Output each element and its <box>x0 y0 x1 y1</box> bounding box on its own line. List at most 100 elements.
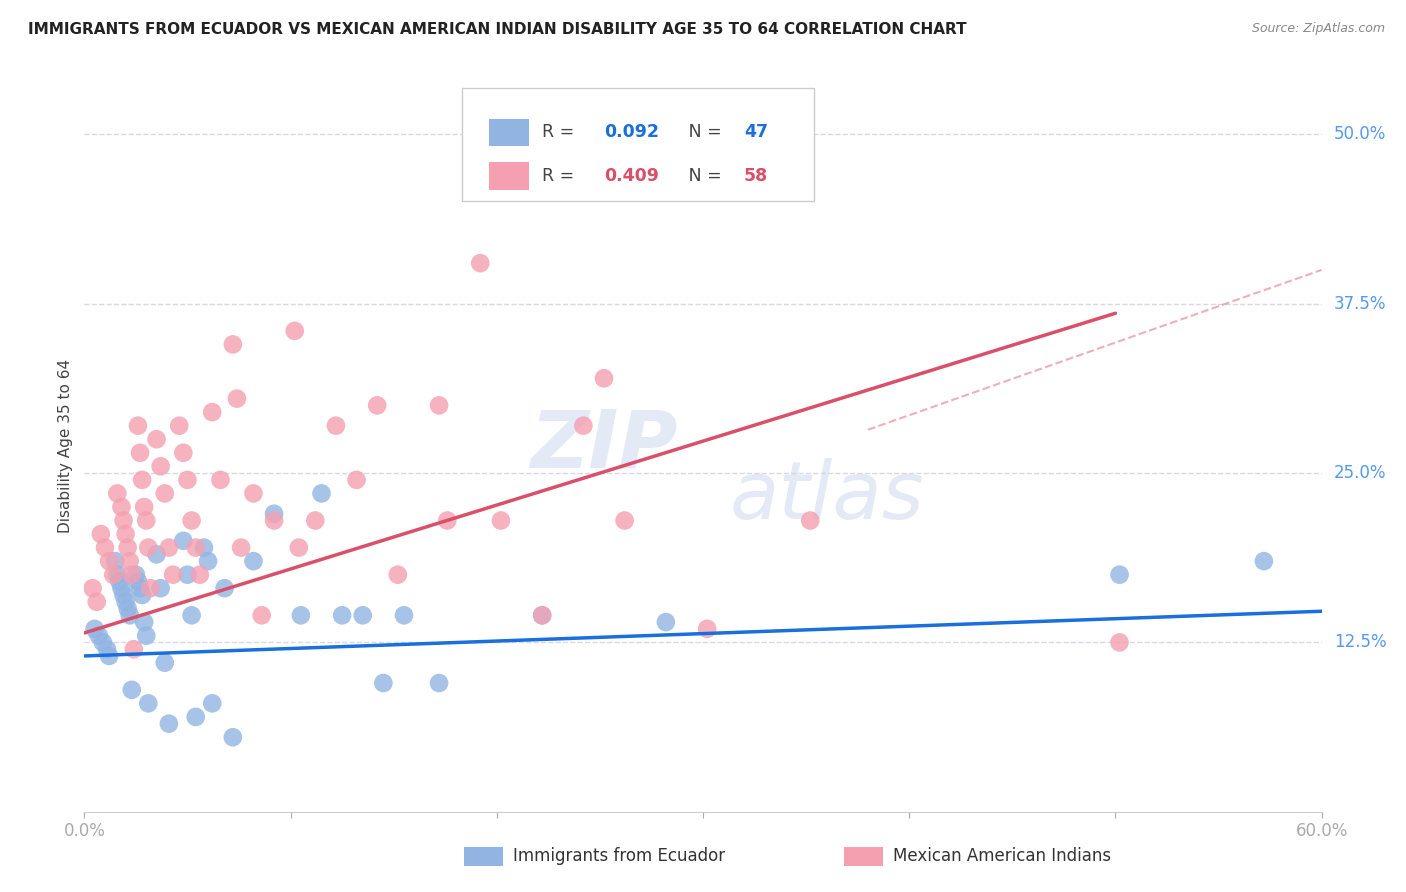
Text: R =: R = <box>543 167 579 185</box>
Text: 25.0%: 25.0% <box>1334 464 1386 482</box>
Point <box>157 716 180 731</box>
Point <box>145 432 167 446</box>
Point <box>129 581 152 595</box>
Point <box>290 608 312 623</box>
Point <box>263 514 285 528</box>
Text: 47: 47 <box>744 123 768 142</box>
Point <box>117 541 139 555</box>
Point <box>167 418 190 433</box>
Point <box>352 608 374 623</box>
Point <box>108 574 131 589</box>
Point <box>82 581 104 595</box>
Point <box>122 642 145 657</box>
Point <box>105 567 128 582</box>
Point <box>436 514 458 528</box>
Point <box>184 541 207 555</box>
Text: Source: ZipAtlas.com: Source: ZipAtlas.com <box>1251 22 1385 36</box>
Point <box>127 574 149 589</box>
Point <box>184 710 207 724</box>
Point <box>110 500 132 514</box>
Point <box>427 398 450 412</box>
Point <box>222 730 245 744</box>
Point <box>98 554 121 568</box>
Point <box>229 541 252 555</box>
Point <box>94 541 117 555</box>
Point <box>1108 567 1130 582</box>
Point <box>188 567 211 582</box>
Point <box>799 514 821 528</box>
Text: IMMIGRANTS FROM ECUADOR VS MEXICAN AMERICAN INDIAN DISABILITY AGE 35 TO 64 CORRE: IMMIGRANTS FROM ECUADOR VS MEXICAN AMERI… <box>28 22 967 37</box>
Text: R =: R = <box>543 123 579 142</box>
Point <box>655 615 678 629</box>
Bar <box>489 119 529 146</box>
Point <box>201 405 224 419</box>
Text: Mexican American Indians: Mexican American Indians <box>893 847 1111 865</box>
Point <box>201 697 224 711</box>
Point <box>696 622 718 636</box>
Point <box>346 473 368 487</box>
Point <box>593 371 616 385</box>
Point <box>366 398 388 412</box>
Point <box>121 682 143 697</box>
Point <box>86 595 108 609</box>
Text: 58: 58 <box>744 167 768 185</box>
Text: atlas: atlas <box>730 458 924 536</box>
Point <box>613 514 636 528</box>
Point <box>226 392 249 406</box>
Point <box>572 418 595 433</box>
Point <box>131 588 153 602</box>
Point <box>387 567 409 582</box>
Point <box>139 581 162 595</box>
Point <box>135 629 157 643</box>
Point <box>114 527 136 541</box>
Point <box>288 541 311 555</box>
Point <box>105 486 128 500</box>
Text: Immigrants from Ecuador: Immigrants from Ecuador <box>513 847 725 865</box>
Text: 0.092: 0.092 <box>605 123 659 142</box>
Point <box>153 656 176 670</box>
Point <box>180 514 202 528</box>
Text: 37.5%: 37.5% <box>1334 294 1386 313</box>
Point <box>136 697 159 711</box>
Point <box>91 635 114 649</box>
Point <box>118 554 141 568</box>
Point <box>114 595 136 609</box>
Bar <box>489 162 529 190</box>
Point <box>129 446 152 460</box>
Point <box>172 446 194 460</box>
Point <box>104 554 127 568</box>
Point <box>197 554 219 568</box>
Point <box>392 608 415 623</box>
Text: 12.5%: 12.5% <box>1334 633 1386 651</box>
Point <box>304 514 326 528</box>
Point <box>242 554 264 568</box>
Point <box>1253 554 1275 568</box>
Text: N =: N = <box>672 123 727 142</box>
Point <box>87 629 110 643</box>
Y-axis label: Disability Age 35 to 64: Disability Age 35 to 64 <box>58 359 73 533</box>
Point <box>118 608 141 623</box>
Point <box>209 473 232 487</box>
Point <box>110 581 132 595</box>
Point <box>222 337 245 351</box>
Point <box>531 608 554 623</box>
Text: ZIP: ZIP <box>530 407 678 485</box>
Point <box>373 676 395 690</box>
FancyBboxPatch shape <box>461 87 814 201</box>
Point <box>214 581 236 595</box>
Point <box>427 676 450 690</box>
Point <box>127 418 149 433</box>
Point <box>330 608 353 623</box>
Point <box>325 418 347 433</box>
Point <box>193 541 215 555</box>
Point <box>135 514 157 528</box>
Point <box>121 567 143 582</box>
Point <box>311 486 333 500</box>
Point <box>83 622 105 636</box>
Point <box>117 601 139 615</box>
Point <box>489 514 512 528</box>
Point <box>134 500 156 514</box>
Point <box>103 567 125 582</box>
Point <box>149 459 172 474</box>
Point <box>149 581 172 595</box>
